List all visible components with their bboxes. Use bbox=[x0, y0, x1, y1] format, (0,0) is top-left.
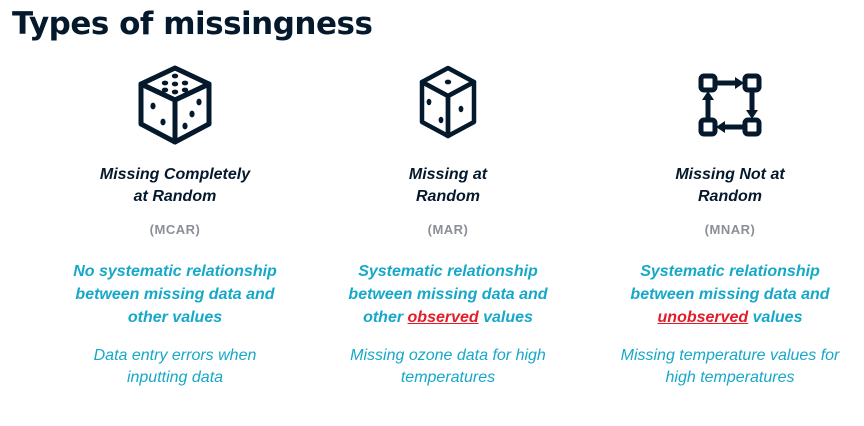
mar-name: Missing at Random bbox=[408, 166, 488, 205]
mcar-column: Missing Completely at Random (MCAR) No s… bbox=[45, 62, 305, 389]
mnar-column: Missing Not at Random (MNAR) Systematic … bbox=[600, 62, 860, 389]
page-title: Types of missingness bbox=[12, 6, 373, 42]
cycle-arrows-icon bbox=[600, 62, 860, 148]
mnar-description: Systematic relationship between missing … bbox=[630, 263, 830, 326]
mcar-example: Data entry errors when inputting data bbox=[93, 347, 257, 386]
dice-single-dot-icon bbox=[318, 62, 578, 148]
unobserved-keyword: unobserved bbox=[657, 309, 749, 326]
mar-example: Missing ozone data for high temperatures bbox=[350, 347, 546, 386]
mnar-abbreviation: (MNAR) bbox=[704, 222, 756, 237]
mar-column: Missing at Random (MAR) Systematic relat… bbox=[318, 62, 578, 389]
mnar-example: Missing temperature values for high temp… bbox=[620, 347, 840, 386]
mcar-name: Missing Completely at Random bbox=[99, 166, 251, 205]
mcar-description: No systematic relationship between missi… bbox=[73, 263, 277, 326]
mar-abbreviation: (MAR) bbox=[427, 222, 469, 237]
dice-three-face-icon bbox=[45, 62, 305, 148]
observed-keyword: observed bbox=[407, 309, 479, 326]
mcar-abbreviation: (MCAR) bbox=[149, 222, 201, 237]
mnar-name: Missing Not at Random bbox=[675, 166, 785, 205]
mar-description: Systematic relationship between missing … bbox=[348, 263, 548, 326]
